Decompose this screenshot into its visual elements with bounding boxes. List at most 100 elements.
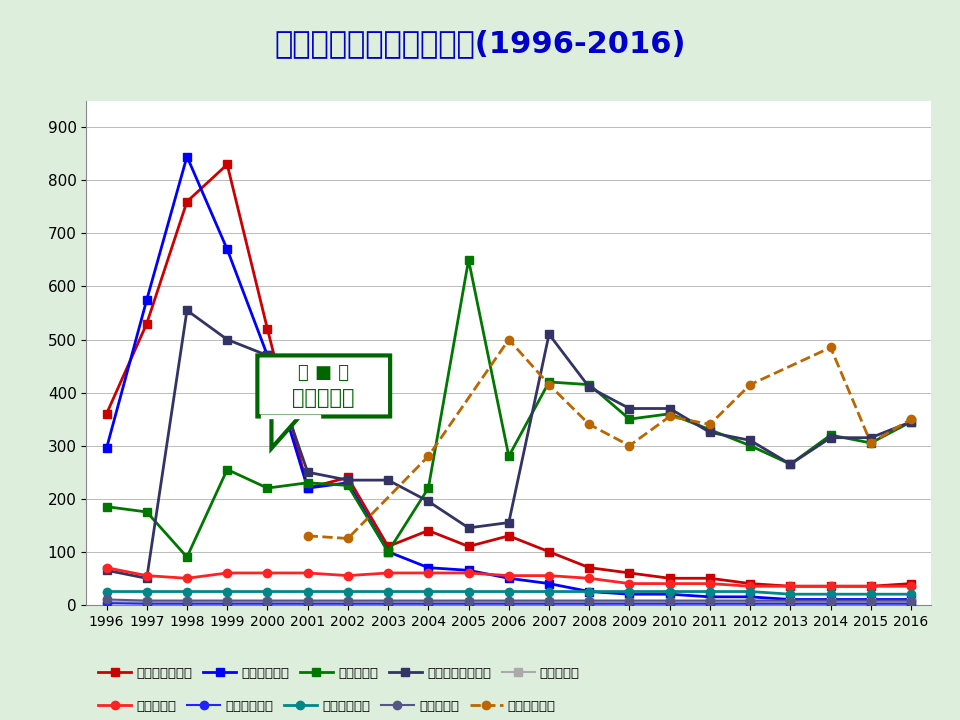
ボツリヌス菌 [181,600,193,608]
病原大腸菌 [101,503,112,511]
セレウス菌 [784,596,796,605]
セレウス菌 [101,595,112,604]
カンピロバクター [382,476,394,485]
サルモネラ属菌 [301,484,313,492]
サルモネラ属菌 [784,582,796,590]
ボツリヌス菌 [382,600,394,608]
セレウス菌 [181,596,193,605]
腸炎ビブリオ [744,593,756,601]
セレウス菌 [905,596,917,605]
病原大腸菌 [342,481,353,490]
病原大腸菌 [705,426,716,434]
病原大腸菌 [744,441,756,450]
サルモネラ属菌 [181,197,193,206]
Polygon shape [272,416,300,449]
エルシニア [825,598,836,606]
サルモネラ属菌 [422,526,434,535]
Line: エルシニア: エルシニア [103,598,915,606]
ウエルシュ菌 [543,588,555,596]
エルシニア [784,598,796,606]
エルシニア [222,598,233,606]
ウエルシュ菌 [181,588,193,596]
カンピロバクター [744,436,756,445]
ボツリヌス菌 [503,600,515,608]
セレウス菌 [825,596,836,605]
カンピロバクター [865,433,876,442]
カンピロバクター [664,404,676,413]
病原大腸菌 [825,431,836,439]
病原大腸菌 [141,508,153,516]
サルモネラ属菌 [584,563,595,572]
エルシニア [664,598,676,606]
ウエルシュ菌 [825,590,836,598]
ボツリヌス菌 [744,600,756,608]
セレウス菌 [382,596,394,605]
エルシニア [422,598,434,606]
ウエルシュ菌 [503,588,515,596]
セレウス菌 [463,596,474,605]
ウエルシュ菌 [101,588,112,596]
ノロウイルス [664,412,676,420]
FancyBboxPatch shape [257,356,390,416]
ノロウイルス [342,534,353,543]
エルシニア [865,598,876,606]
エルシニア [463,598,474,606]
ボツリヌス菌 [222,600,233,608]
サルモネラ属菌 [342,473,353,482]
カンピロバクター [262,351,274,360]
ノロウイルス [825,343,836,352]
ノロウイルス [905,415,917,423]
ノロウイルス [705,420,716,428]
セレウス菌 [222,596,233,605]
Line: 腸炎ビブリオ: 腸炎ビブリオ [103,153,915,603]
セレウス菌 [342,596,353,605]
カンピロバクター [543,330,555,338]
ノロウイルス [422,452,434,461]
エルシニア [503,598,515,606]
腸炎ビブリオ [784,595,796,604]
サルモネラ属菌 [382,542,394,551]
ボツリヌス菌 [705,600,716,608]
ウエルシュ菌 [744,588,756,596]
エルシニア [905,598,917,606]
腸炎ビブリオ [584,588,595,596]
カンピロバクター [584,383,595,392]
カンピロバクター [905,418,917,426]
カンピロバクター [422,497,434,505]
ブドウ球菌 [301,569,313,577]
ブドウ球菌 [101,563,112,572]
Line: 病原大腸菌: 病原大腸菌 [103,256,915,561]
セレウス菌 [744,596,756,605]
ブドウ球菌 [624,580,636,588]
セレウス菌 [865,596,876,605]
セレウス菌 [624,596,636,605]
ウエルシュ菌 [784,590,796,598]
ブドウ球菌 [222,569,233,577]
病原大腸菌 [584,380,595,389]
エルシニア [584,598,595,606]
ノロウイルス [584,420,595,428]
Line: カンピロバクター: カンピロバクター [103,306,915,582]
ボツリヌス菌 [262,600,274,608]
ブドウ球菌 [744,582,756,590]
ボツリヌス菌 [584,600,595,608]
腸炎ビブリオ [262,351,274,360]
Line: ウエルシュ菌: ウエルシュ菌 [103,588,915,598]
ブドウ球菌 [543,571,555,580]
病原大腸菌 [301,479,313,487]
エルシニア [262,598,274,606]
ブドウ球菌 [382,569,394,577]
Line: ノロウイルス: ノロウイルス [303,336,915,543]
ブドウ球菌 [463,569,474,577]
ウエルシュ菌 [705,588,716,596]
ボツリヌス菌 [543,600,555,608]
Line: ブドウ球菌: ブドウ球菌 [103,564,915,590]
ボツリヌス菌 [624,600,636,608]
ボツリヌス菌 [784,600,796,608]
エルシニア [141,598,153,606]
腸炎ビブリオ [624,590,636,598]
サルモネラ属菌 [664,574,676,582]
ウエルシュ菌 [664,588,676,596]
セレウス菌 [664,596,676,605]
ボツリヌス菌 [664,600,676,608]
